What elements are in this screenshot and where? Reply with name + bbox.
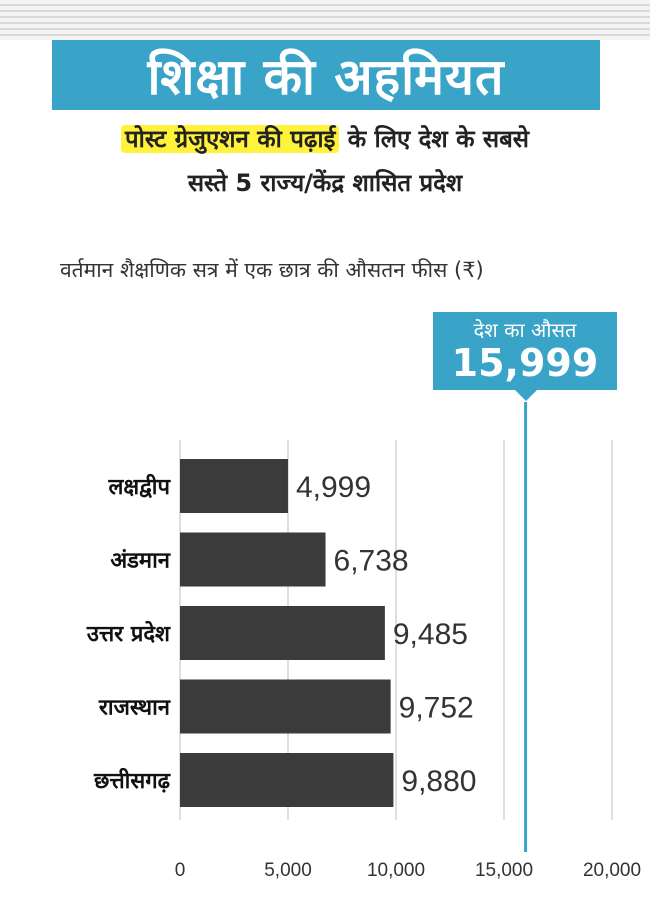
- title-banner: शिक्षा की अहमियत: [52, 40, 600, 110]
- bar: [180, 532, 326, 587]
- page-title: शिक्षा की अहमियत: [147, 48, 505, 106]
- chart-caption: वर्तमान शैक्षणिक सत्र में एक छात्र की औस…: [60, 258, 484, 282]
- header-stripes: [0, 0, 650, 40]
- category-label: लक्षद्वीप: [107, 473, 171, 500]
- value-label: 4,999: [296, 471, 371, 504]
- bar: [180, 459, 288, 513]
- category-label: उत्तर प्रदेश: [86, 620, 171, 647]
- national-average-value: 15,999: [451, 341, 599, 385]
- x-tick-label: 15,000: [475, 860, 533, 881]
- value-label: 9,485: [393, 618, 468, 651]
- value-label: 9,880: [401, 765, 476, 798]
- bar: [180, 606, 385, 660]
- callout-pointer: [515, 390, 537, 401]
- subtitle-line-1: पोस्ट ग्रेजुएशन की पढ़ाई के लिए देश के स…: [20, 122, 630, 155]
- value-label: 9,752: [399, 692, 474, 725]
- subtitle-rest: के लिए देश के सबसे: [339, 125, 530, 153]
- category-label: राजस्थान: [98, 696, 171, 721]
- x-tick-label: 5,000: [264, 860, 312, 881]
- category-label: छत्तीसगढ़: [93, 767, 172, 794]
- bar: [180, 753, 394, 807]
- x-tick-label: 20,000: [583, 860, 641, 881]
- subtitle-highlight: पोस्ट ग्रेजुएशन की पढ़ाई: [120, 125, 340, 153]
- x-tick-label: 10,000: [367, 860, 425, 881]
- x-tick-label: 0: [175, 860, 186, 881]
- bar: [180, 679, 391, 734]
- value-label: 6,738: [334, 545, 409, 578]
- category-label: अंडमान: [110, 549, 170, 574]
- national-average-callout: देश का औसत 15,999: [433, 312, 617, 390]
- subtitle-line-2: सस्ते 5 राज्य/केंद्र शासित प्रदेश: [187, 169, 463, 197]
- national-average-label: देश का औसत: [473, 318, 577, 342]
